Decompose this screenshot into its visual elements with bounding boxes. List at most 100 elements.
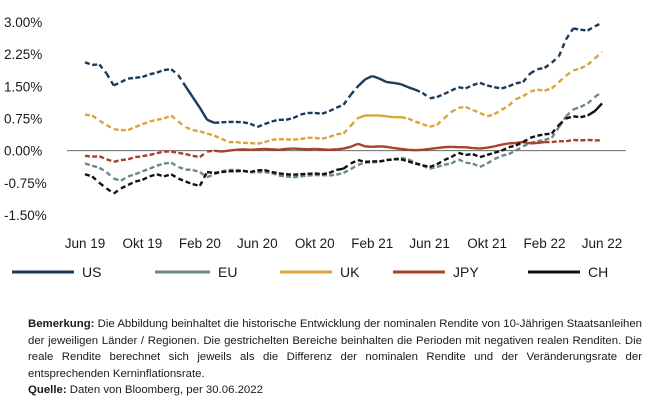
series-segment <box>342 168 352 175</box>
series-segment <box>429 95 438 100</box>
series-segment <box>486 151 495 157</box>
series-segment <box>414 120 423 126</box>
series-segment <box>249 169 258 174</box>
series-segment <box>508 144 517 149</box>
series-segment <box>149 71 158 76</box>
series-segment <box>558 74 567 83</box>
series-segment <box>522 136 531 144</box>
series-segment <box>192 128 201 133</box>
series-segment <box>336 132 344 136</box>
series-segment <box>543 61 553 69</box>
series-segment <box>335 103 344 109</box>
series-segment <box>378 77 388 84</box>
series-segment <box>436 159 445 166</box>
series-segment <box>357 114 366 120</box>
series-segment <box>84 154 93 158</box>
series-segment <box>206 149 215 153</box>
series-segment <box>472 81 481 87</box>
series-segment <box>573 115 581 119</box>
series-segment <box>113 80 122 87</box>
series-segment <box>214 170 222 175</box>
x-axis: Jun 19 Okt 19 Feb 20 Jun 20 Okt 20 Feb 21 Jun … <box>65 236 623 251</box>
series-segment <box>400 116 409 120</box>
series-segment <box>149 118 158 123</box>
series-segment <box>342 124 352 135</box>
series-segment <box>357 161 366 166</box>
y-tick-label: -0.75% <box>4 176 47 191</box>
series-segment <box>529 88 538 93</box>
series-segment <box>149 152 158 157</box>
series-segment <box>221 149 229 153</box>
series-segment <box>508 149 517 156</box>
series-segment <box>393 81 402 86</box>
series-segment <box>177 74 187 87</box>
series-segment <box>249 122 258 129</box>
series-segment <box>573 27 581 31</box>
series-segment <box>565 69 574 77</box>
series-segment <box>472 152 481 159</box>
x-tick-label: Feb 20 <box>179 236 221 251</box>
series-segment <box>443 89 452 96</box>
series-segment <box>587 110 596 117</box>
series-segment <box>537 66 545 71</box>
series-us <box>84 21 603 129</box>
series-segment <box>386 158 394 162</box>
series-segment <box>220 137 230 144</box>
series-segment <box>458 86 466 90</box>
series-segment <box>572 105 581 111</box>
series-segment <box>134 178 143 183</box>
series-segment <box>120 77 129 84</box>
series-segment <box>142 120 151 126</box>
series-segment <box>493 108 503 116</box>
x-tick-label: Jun 22 <box>582 236 623 251</box>
series-segment <box>120 183 129 190</box>
series-segment <box>98 63 108 75</box>
series-segment <box>450 106 460 114</box>
series-segment <box>127 125 136 132</box>
series-segment <box>557 38 568 57</box>
series-segment <box>177 165 186 171</box>
series-segment <box>594 90 603 99</box>
series-segment <box>450 151 460 159</box>
series-segment <box>91 164 100 169</box>
series-segment <box>177 120 187 129</box>
series-segment <box>135 155 143 159</box>
series-segment <box>314 172 323 176</box>
series-segment <box>170 173 179 180</box>
series-segment <box>98 181 108 190</box>
series-segment <box>465 161 473 165</box>
series-segment <box>343 145 351 150</box>
series-segment <box>199 150 208 159</box>
series-segment <box>206 132 215 137</box>
series-segment <box>84 162 93 167</box>
series-segment <box>242 169 251 174</box>
series-segment <box>342 162 352 170</box>
series-segment <box>443 162 452 167</box>
series-segment <box>493 149 502 154</box>
source-paragraph: Quelle: Daten von Bloomberg, per 30.06.2… <box>28 382 642 399</box>
y-tick-label: 2.25% <box>4 47 42 62</box>
series-segment <box>278 147 287 152</box>
series-segment <box>443 111 453 120</box>
series-segment <box>479 153 488 159</box>
series-segment <box>199 130 208 135</box>
series-segment <box>357 142 366 148</box>
y-tick-label: -1.50% <box>4 208 47 223</box>
series-segment <box>198 171 209 187</box>
legend-label-jpy: JPY <box>453 264 479 280</box>
series-segment <box>127 180 136 187</box>
series-layer <box>84 21 603 195</box>
series-segment <box>192 168 201 174</box>
series-segment <box>156 117 165 121</box>
series-segment <box>149 164 158 170</box>
series-segment <box>529 68 538 75</box>
series-segment <box>465 146 473 150</box>
series-segment <box>257 140 265 145</box>
series-segment <box>264 170 272 175</box>
series-segment <box>479 81 488 87</box>
series-segment <box>184 85 194 98</box>
series-segment <box>293 175 301 179</box>
series-segment <box>594 21 603 28</box>
series-segment <box>141 175 151 181</box>
series-segment <box>458 151 466 157</box>
